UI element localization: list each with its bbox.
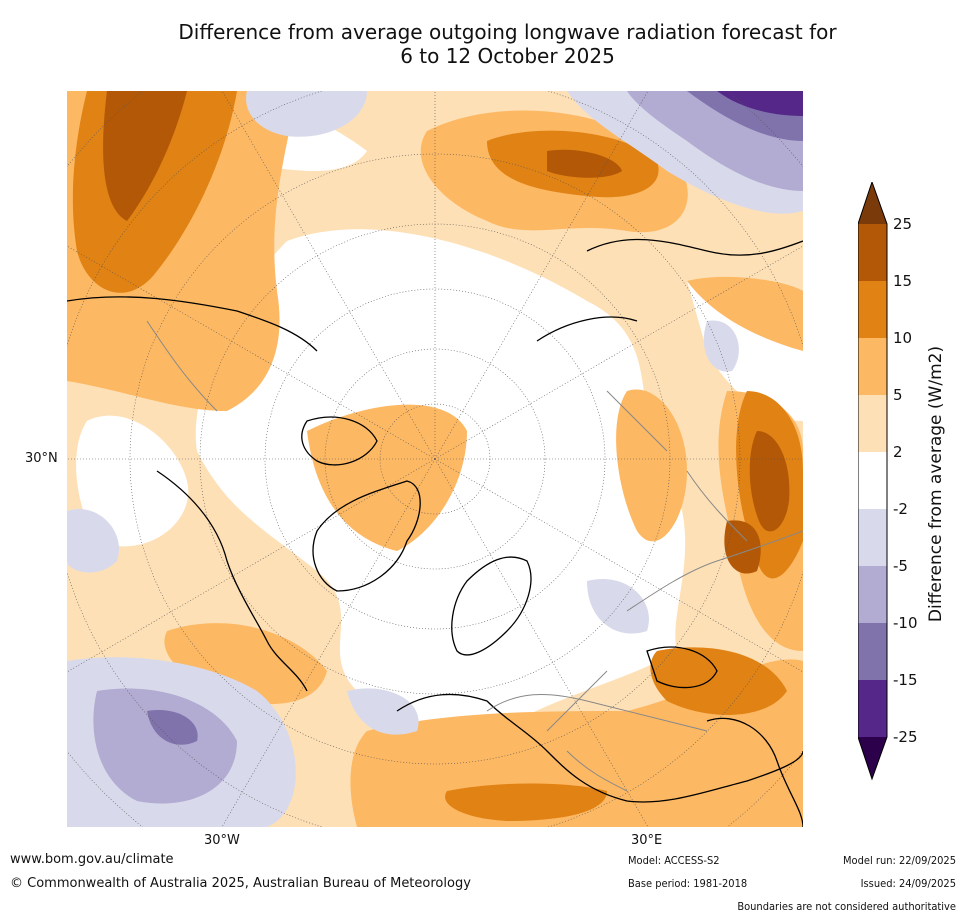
colorbar-band-m5-m2 <box>858 509 887 566</box>
colorbar-tick-m2: -2 <box>893 500 908 518</box>
anomaly-field-purple-medium <box>93 688 237 804</box>
colorbar-band-15-25 <box>858 224 887 281</box>
anomaly-field-brown-15-25 <box>724 520 761 574</box>
anomaly-field-purple-light <box>246 91 367 137</box>
anomaly-field-brown-15-25 <box>103 91 187 221</box>
footer-disclaimer: Boundaries are not considered authoritat… <box>737 900 956 913</box>
colorbar-band-5-10 <box>858 338 887 395</box>
colorbar-outline <box>858 182 888 781</box>
footer-url[interactable]: www.bom.gov.au/climate <box>10 852 174 867</box>
greenland-coast <box>312 480 421 592</box>
europe-coast <box>396 693 803 803</box>
colorbar-band-10-15 <box>858 281 887 338</box>
colorbar-tick-15: 15 <box>893 272 913 290</box>
lon-label-30e: 30°E <box>631 833 663 848</box>
graticule <box>67 91 803 827</box>
anomaly-field-purple-light <box>67 509 119 573</box>
scandinavia-coast <box>451 556 532 656</box>
coastlines <box>67 238 803 827</box>
colorbar-tick-m25: -25 <box>893 728 918 746</box>
colorbar-tick-m5: -5 <box>893 557 908 575</box>
lon-label-30w: 30°W <box>204 833 240 848</box>
title-line-2: 6 to 12 October 2025 <box>400 44 615 68</box>
black-caspian-coast <box>646 646 718 689</box>
colorbar-band-m10-m5 <box>858 566 887 623</box>
lat-label-30n: 30°N <box>25 451 58 466</box>
colorbar-tick-m15: -15 <box>893 671 918 689</box>
footer-base-period: Base period: 1981-2018 <box>628 877 748 890</box>
north-america-coast <box>67 296 318 692</box>
anomaly-field-orange-10-15 <box>445 783 607 821</box>
colorbar-tick-25: 25 <box>893 215 913 233</box>
arabia-coast <box>706 717 803 827</box>
anomaly-field-brown-15-25 <box>547 149 622 178</box>
anomaly-field-brown-15-25 <box>749 431 790 532</box>
colorbar <box>858 182 888 781</box>
colorbar-under-triangle <box>858 737 887 779</box>
colorbar-band-m25-m15 <box>858 680 887 737</box>
country-boundaries <box>146 320 803 792</box>
map-canvas <box>67 91 803 827</box>
colorbar-band-2-5 <box>858 395 887 452</box>
title-line-1: Difference from average outgoing longwav… <box>178 20 837 44</box>
anomaly-map <box>67 91 803 827</box>
anomaly-field-purple-dark <box>147 710 198 745</box>
colorbar-tick-m10: -10 <box>893 614 918 632</box>
anomaly-field-neutral-west <box>76 415 189 547</box>
anomaly-field-orange-5-10 <box>616 389 687 542</box>
footer-copyright: © Commonwealth of Australia 2025, Austra… <box>10 876 471 891</box>
colorbar-band-m15-m10 <box>858 623 887 680</box>
siberia-coast <box>536 238 803 342</box>
map-title: Difference from average outgoing longwav… <box>60 20 955 68</box>
colorbar-tick-10: 10 <box>893 329 913 347</box>
anomaly-field-orange-5-10 <box>307 404 467 551</box>
anomaly-field-orange-5-10 <box>687 276 803 351</box>
footer-model: Model: ACCESS-S2 <box>628 854 720 867</box>
colorbar-label: Difference from average (W/m2) <box>926 345 946 623</box>
footer-issued: Issued: 24/09/2025 <box>860 877 956 890</box>
colorbar-tick-2: 2 <box>893 443 903 461</box>
colorbar-band-neutral <box>858 452 887 509</box>
canadian-archipelago-coast <box>301 416 378 466</box>
anomaly-field-purple-light <box>347 688 419 735</box>
footer-model-run: Model run: 22/09/2025 <box>843 854 956 867</box>
anomaly-field-purple-deep <box>717 91 803 116</box>
colorbar-tick-5: 5 <box>893 386 903 404</box>
colorbar-over-triangle <box>858 182 887 224</box>
anomaly-field-orange-10-15 <box>650 647 787 715</box>
